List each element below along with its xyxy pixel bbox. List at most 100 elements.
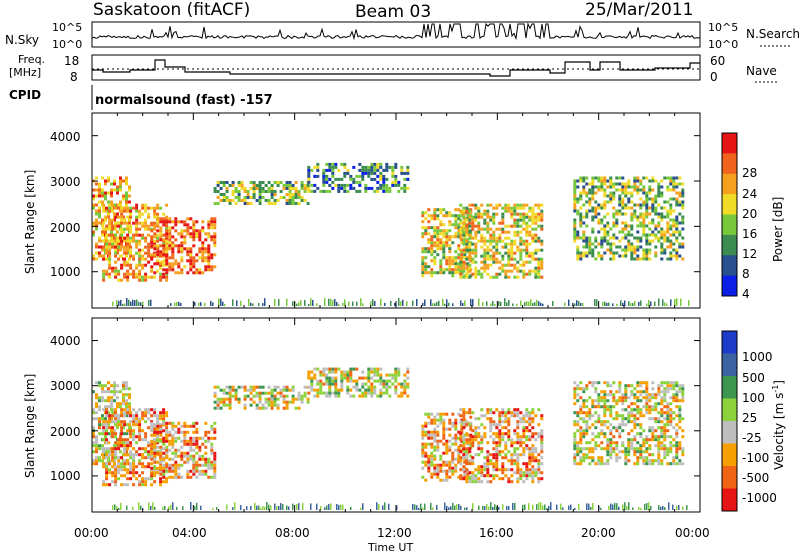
ground-scatter [446,299,448,306]
echo-cell [141,411,145,415]
echo-cell [101,399,104,403]
echo-cell [177,262,181,266]
echo-cell [110,191,113,195]
echo-cell [303,184,307,187]
ground-scatter [576,300,578,306]
echo-cell [477,206,481,210]
echo-cell [594,245,598,249]
echo-cell [98,191,101,195]
echo-cell [654,212,658,216]
echo-cell [603,191,607,195]
echo-cell [382,183,386,187]
echo-cell [540,447,544,451]
ground-scatter [536,504,538,510]
freq-frame [91,54,701,81]
echo-cell [288,388,292,392]
echo-cell [507,423,511,427]
echo-cell [639,257,643,261]
echo-cell [267,385,271,389]
echo-cell [337,394,341,398]
colorbar-swatch [722,214,737,236]
echo-cell [180,439,184,443]
ground-scatter [182,506,184,510]
echo-cell [573,194,577,198]
echo-cell [582,453,586,457]
echo-cell [576,414,580,418]
echo-cell [537,459,541,463]
echo-cell [183,220,187,224]
echo-cell [132,221,136,225]
echo-cell [678,459,682,463]
echo-cell [681,384,685,388]
echo-cell [615,429,619,433]
echo-cell [147,444,151,448]
echo-cell [516,221,520,225]
echo-cell [660,215,664,219]
ground-scatter [430,502,432,510]
echo-cell [325,379,329,383]
ground-scatter [142,301,144,306]
echo-cell [192,259,196,263]
ground-scatter [376,502,378,510]
ground-scatter [200,302,202,306]
ground-scatter [660,506,662,510]
echo-cell [177,448,181,452]
echo-cell [507,257,511,261]
echo-cell [537,435,541,439]
echo-cell [519,471,523,475]
echo-cell [159,477,163,481]
echo-cell [123,414,127,418]
echo-cell [201,244,205,248]
echo-cell [585,432,589,436]
echo-cell [379,391,383,395]
echo-cell [234,388,238,392]
echo-cell [495,272,499,276]
echo-cell [534,251,538,255]
echo-cell [104,390,107,394]
echo-cell [495,245,499,249]
echo-cell [519,203,523,207]
echo-cell [119,405,122,409]
echo-cell [651,408,655,412]
echo-cell [116,384,119,388]
echo-cell [171,451,175,455]
echo-cell [489,248,493,252]
echo-cell [609,179,613,183]
echo-cell [495,450,499,454]
echo-cell [436,214,440,218]
echo-cell [162,429,166,433]
echo-cell [98,206,101,210]
echo-cell [666,453,670,457]
echo-cell [198,448,202,452]
echo-cell [228,199,232,202]
echo-cell [457,223,461,227]
echo-cell [358,189,362,193]
echo-cell [328,382,332,386]
echo-cell [627,248,631,252]
echo-cell [483,426,487,430]
echo-cell [540,263,544,267]
echo-cell [678,444,682,448]
echo-cell [394,388,398,392]
echo-cell [537,272,541,276]
ground-scatter [378,504,380,510]
echo-cell [294,196,298,199]
echo-cell [258,196,262,199]
echo-cell [92,459,95,463]
echo-cell [135,224,139,228]
echo-cell [576,387,580,391]
echo-cell [195,445,199,449]
echo-cell [204,238,208,242]
echo-cell [92,221,95,225]
echo-cell [585,242,589,246]
echo-cell [276,391,280,395]
ground-scatter [676,298,678,306]
echo-cell [162,242,166,246]
echo-cell [433,244,437,248]
echo-cell [573,197,577,201]
echo-cell [495,251,499,255]
ground-scatter [162,506,164,510]
ground-scatter [606,302,608,306]
echo-cell [445,475,449,479]
echo-cell [603,447,607,451]
